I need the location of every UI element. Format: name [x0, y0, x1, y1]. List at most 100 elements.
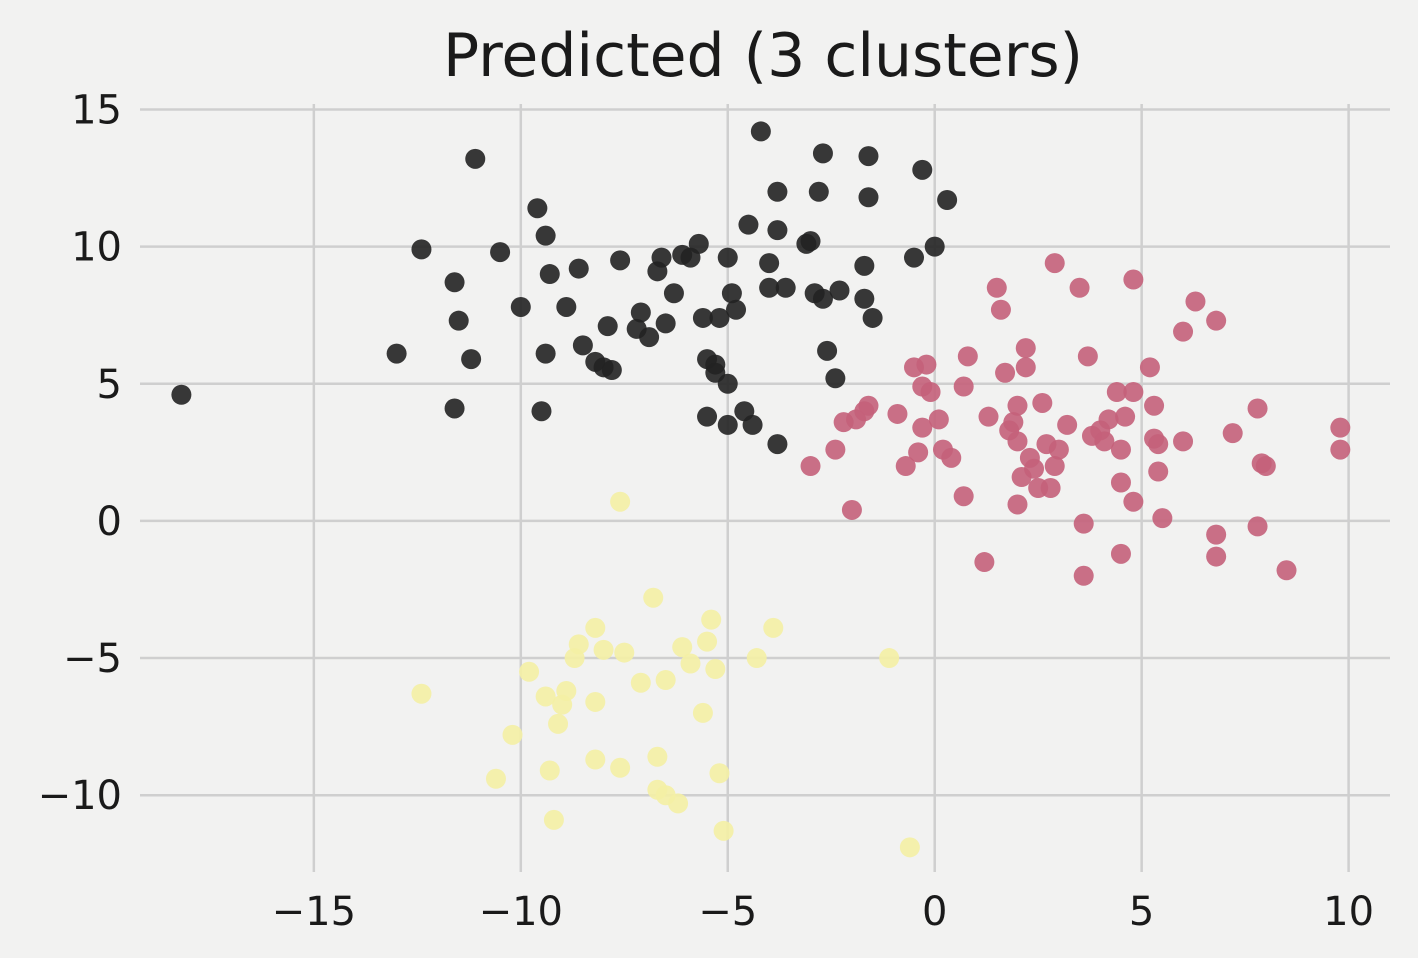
cluster-1-point	[978, 406, 999, 427]
cluster-2-point	[709, 763, 730, 784]
cluster-2-point	[643, 587, 664, 608]
cluster-0-point	[444, 272, 465, 293]
cluster-2-point	[485, 768, 506, 789]
cluster-1-point	[1247, 516, 1268, 537]
cluster-1-point	[1024, 458, 1045, 479]
cluster-1-point	[1073, 565, 1094, 586]
cluster-2-point	[713, 820, 734, 841]
cluster-1-point	[1123, 382, 1144, 402]
cluster-0-point	[738, 214, 759, 235]
cluster-2-point	[543, 809, 564, 830]
cluster-2-point	[655, 670, 676, 690]
cluster-1-point	[895, 456, 916, 477]
cluster-1-point	[1115, 406, 1136, 427]
y-tick-label: 10	[71, 225, 122, 271]
cluster-0-point	[697, 406, 718, 427]
cluster-0-point	[692, 307, 713, 328]
cluster-0-point	[721, 283, 742, 304]
cluster-1-point	[1057, 414, 1078, 435]
cluster-1-point	[1048, 439, 1069, 460]
cluster-2-point	[668, 793, 689, 814]
cluster-0-point	[444, 398, 465, 419]
cluster-1-point	[1173, 431, 1194, 452]
cluster-2-point	[630, 672, 651, 693]
cluster-0-point	[597, 316, 618, 337]
cluster-1-point	[800, 456, 821, 477]
cluster-2-point	[556, 680, 577, 701]
cluster-2-point	[585, 691, 606, 712]
cluster-1-point	[1110, 543, 1131, 564]
cluster-2-point	[535, 686, 556, 707]
cluster-2-point	[548, 713, 569, 734]
cluster-1-point	[1206, 524, 1227, 545]
cluster-1-point	[1330, 439, 1351, 460]
cluster-1-point	[1110, 472, 1131, 493]
cluster-2-point	[701, 609, 722, 630]
cluster-0-point	[411, 239, 432, 260]
cluster-0-point	[767, 220, 788, 241]
cluster-2-point	[692, 702, 713, 723]
cluster-0-point	[825, 368, 846, 389]
cluster-1-point	[1206, 546, 1227, 567]
cluster-1-point	[1007, 494, 1028, 515]
cluster-0-point	[535, 343, 556, 364]
cluster-1-point	[1152, 508, 1173, 529]
cluster-0-point	[854, 255, 875, 276]
chart-title: Predicted (3 clusters)	[443, 21, 1083, 91]
cluster-1-point	[908, 442, 929, 463]
cluster-0-point	[800, 231, 821, 252]
cluster-1-point	[1015, 338, 1036, 359]
cluster-0-point	[568, 258, 589, 279]
cluster-1-point	[1106, 382, 1127, 402]
cluster-1-point	[1040, 478, 1061, 498]
cluster-2-point	[647, 746, 668, 767]
cluster-0-point	[539, 264, 560, 285]
cluster-1-point	[858, 395, 879, 416]
cluster-0-point	[663, 283, 684, 304]
cluster-0-point	[461, 349, 482, 370]
cluster-2-point	[672, 637, 693, 658]
cluster-2-point	[697, 631, 718, 652]
cluster-0-point	[535, 225, 556, 246]
cluster-0-point	[717, 373, 738, 394]
grid	[140, 104, 1390, 872]
x-tick-label: −15	[272, 889, 356, 935]
cluster-0-point	[531, 401, 552, 422]
cluster-0-point	[829, 280, 850, 301]
cluster-2-point	[746, 648, 767, 669]
x-tick-label: 10	[1323, 889, 1374, 935]
cluster-0-point	[490, 242, 511, 263]
cluster-0-point	[742, 414, 763, 435]
cluster-1-point	[1139, 357, 1160, 378]
cluster-0-point	[775, 277, 796, 298]
cluster-0-point	[862, 307, 883, 328]
cluster-1-point	[1144, 395, 1165, 416]
cluster-2-point	[763, 617, 784, 638]
cluster-1-point	[1073, 513, 1094, 534]
cluster-1-point	[953, 376, 974, 397]
cluster-1-point	[1015, 357, 1036, 378]
cluster-1-point	[1148, 461, 1169, 482]
cluster-2-point	[879, 648, 900, 669]
y-tick-label: −10	[38, 773, 122, 819]
x-tick-label: −5	[698, 889, 757, 935]
cluster-1-point	[1044, 253, 1065, 274]
cluster-2-point	[899, 837, 920, 858]
cluster-2-point	[680, 653, 701, 674]
y-axis-ticks: −10 −5 0 5 10 15	[38, 87, 122, 819]
cluster-0-point	[904, 247, 925, 268]
cluster-0-point	[912, 159, 933, 180]
cluster-1-point	[1330, 417, 1351, 438]
cluster-0-point	[527, 198, 548, 219]
cluster-1-point	[912, 417, 933, 438]
x-axis-ticks: −15 −10 −5 0 5 10	[272, 889, 1374, 935]
cluster-1-point	[1098, 409, 1119, 430]
cluster-0-point	[717, 247, 738, 268]
cluster-2-point	[585, 617, 606, 638]
cluster-2-point	[610, 757, 631, 778]
cluster-1-point	[1206, 310, 1227, 331]
cluster-1-point	[920, 382, 941, 402]
cluster-1-point	[1007, 395, 1028, 416]
cluster-1-point	[1276, 560, 1297, 581]
